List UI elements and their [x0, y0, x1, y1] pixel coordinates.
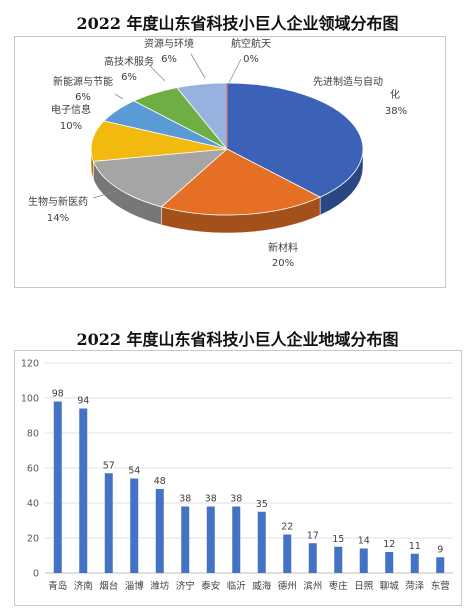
pie-data-label-2: 生物与新医药 14%: [28, 190, 118, 224]
pie-top: [90, 82, 364, 216]
pie-label-text: 高技术服务: [104, 55, 154, 68]
bar-chart-frame: 0 20 40 60 80 100 120 98 青岛 94 济南 57 烟台 54 淄博 48 潍坊 38 济宁 3…: [14, 350, 462, 606]
bar-value-label: 98: [52, 389, 64, 400]
bar-烟台: [104, 473, 113, 573]
x-tick-label: 泰安: [201, 580, 220, 592]
pie-label-percent: 6%: [121, 72, 137, 83]
pie-data-label-5: 高技术服务 6%: [104, 55, 166, 83]
bar-value-label: 15: [332, 534, 344, 545]
bar-chart-title: 2022 年度山东省科技小巨人企业地域分布图: [76, 330, 399, 349]
bar-潍坊: [155, 489, 164, 573]
pie-data-label-4: 新能源与节能 6%: [53, 75, 124, 103]
pie-label-text: 新能源与节能: [53, 75, 113, 88]
pie-label-percent: 6%: [161, 54, 177, 65]
bar-value-label: 22: [281, 522, 293, 533]
y-tick-label: 40: [27, 499, 39, 510]
bar-菏泽: [410, 553, 419, 573]
bar-青岛: [53, 401, 62, 573]
y-tick-label: 0: [33, 569, 39, 580]
bar-威海: [257, 511, 266, 573]
bar-泰安: [206, 506, 215, 573]
pie-label-percent: 10%: [60, 121, 82, 132]
pie-label-percent: 38%: [385, 106, 407, 117]
pie-label-text: 化: [390, 88, 400, 101]
pie-slice-1: [160, 148, 322, 216]
bar-value-label: 38: [179, 494, 191, 505]
x-tick-label: 临沂: [227, 580, 247, 592]
bar-value-label: 54: [128, 466, 140, 477]
bar-临沂: [232, 506, 241, 573]
bar-枣庄: [334, 546, 343, 573]
x-tick-label: 滨州: [303, 580, 322, 592]
bar-东营: [436, 557, 445, 573]
bar-淄博: [130, 478, 139, 573]
y-tick-label: 100: [21, 394, 39, 405]
bar-value-label: 48: [154, 476, 166, 487]
bar-value-label: 17: [307, 530, 319, 541]
pie-label-text: 航空航天: [231, 37, 271, 50]
pie-label-text: 新材料: [268, 241, 298, 254]
bar-日照: [359, 548, 368, 573]
x-tick-label: 聊城: [380, 580, 400, 592]
bar-value-label: 12: [383, 539, 395, 550]
x-tick-label: 威海: [252, 580, 272, 592]
pie-label-text: 先进制造与自动: [313, 75, 383, 88]
bar-chart: 0 20 40 60 80 100 120 98 青岛 94 济南 57 烟台 54 淄博 48 潍坊 38 济宁 3…: [21, 359, 453, 593]
bar-济南: [79, 408, 88, 573]
bar-value-label: 57: [103, 460, 115, 471]
pie-data-label-7: 航空航天 0%: [228, 37, 271, 84]
x-tick-label: 济南: [74, 580, 93, 592]
bar-value-label: 35: [256, 499, 268, 510]
pie-slice-3: [90, 120, 228, 162]
bar-value-label: 38: [205, 494, 217, 505]
pie-leader-line: [228, 58, 242, 84]
x-tick-label: 日照: [354, 581, 374, 592]
y-tick-label: 80: [27, 429, 39, 440]
bar-滨州: [308, 543, 317, 573]
bar-value-label: 14: [358, 536, 370, 547]
pie-data-label-3: 电子信息 10%: [51, 103, 91, 132]
pie-leader-line: [190, 53, 206, 79]
bar-聊城: [385, 552, 394, 573]
bar-value-label: 9: [437, 544, 443, 555]
pie-leader-line: [92, 190, 118, 199]
pie-label-text: 资源与环境: [144, 37, 194, 50]
pie-leader-line: [148, 64, 166, 82]
bar-德州: [283, 534, 292, 573]
pie-label-text: 电子信息: [51, 103, 91, 116]
pie-chart-frame: 先进制造与自动化 38% 新材料 20% 生物与新医药 14% 电子信息 10% 新能源与节能 6…: [14, 36, 446, 288]
x-tick-label: 菏泽: [405, 581, 425, 592]
pie-data-label-6: 资源与环境 6%: [144, 37, 206, 79]
pie-slice-0: [226, 82, 364, 198]
pie-leader-line: [114, 93, 124, 100]
bar-value-label: 38: [230, 494, 242, 505]
x-tick-label: 烟台: [99, 580, 118, 592]
bars: 98 青岛 94 济南 57 烟台 54 淄博 48 潍坊 38 济宁 38 泰安 38 临沂 35 威海 22 德州…: [48, 389, 450, 593]
bar-value-label: 94: [77, 396, 89, 407]
pie-slice-2: [92, 148, 229, 208]
x-tick-label: 青岛: [48, 580, 67, 592]
pie-label-percent: 14%: [47, 213, 69, 224]
pie-chart-title: 2022 年度山东省科技小巨人企业领域分布图: [76, 14, 399, 33]
bar-济宁: [181, 506, 190, 573]
x-tick-label: 济宁: [176, 580, 195, 592]
x-tick-label: 东营: [431, 580, 450, 592]
bar-value-label: 11: [409, 541, 421, 552]
y-tick-label: 60: [27, 464, 39, 475]
y-tick-label: 20: [27, 534, 39, 545]
pie-label-percent: 0%: [243, 54, 259, 65]
pie-label-text: 生物与新医药: [28, 195, 88, 208]
pie-label-percent: 6%: [75, 92, 91, 103]
x-tick-label: 潍坊: [150, 580, 170, 592]
pie-label-percent: 20%: [272, 258, 294, 269]
x-tick-label: 德州: [278, 580, 297, 592]
pie-data-label-1: 新材料 20%: [268, 241, 298, 269]
x-tick-label: 淄博: [125, 580, 145, 592]
x-tick-label: 枣庄: [329, 580, 349, 592]
y-tick-label: 120: [21, 359, 39, 370]
